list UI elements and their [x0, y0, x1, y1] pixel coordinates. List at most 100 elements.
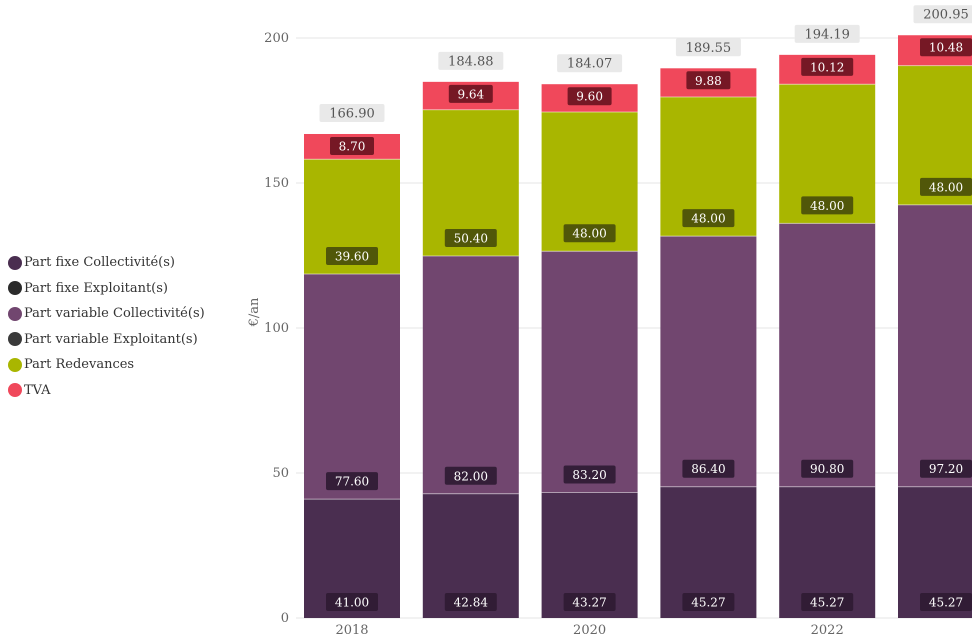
data-label: 9.88: [695, 74, 722, 88]
data-label-bg: [563, 465, 616, 484]
total-label: 166.90: [329, 106, 375, 121]
x-tick-label: 2018: [335, 623, 368, 636]
bar-stack: 42.84 82.00 50.40 9.64 184.88: [422, 51, 519, 618]
data-label-bg: [563, 224, 616, 243]
y-tick-label: 100: [264, 321, 289, 336]
total-label-bg: [319, 103, 385, 122]
data-label-bg: [682, 593, 735, 611]
total-label-bg: [675, 38, 741, 57]
bar-segment: [422, 255, 519, 494]
data-label-bg: [326, 472, 378, 491]
legend-swatch: [8, 281, 22, 296]
bar-segment: [660, 236, 757, 487]
data-label-bg: [330, 136, 374, 155]
total-label: 194.19: [804, 27, 850, 42]
data-label: 9.60: [576, 90, 603, 104]
bar-stack: 45.27 90.80 48.00 10.12 194.19: [779, 24, 876, 618]
y-tick-label: 0: [281, 611, 289, 626]
total-label-bg: [913, 5, 972, 24]
data-label-bg: [920, 593, 972, 611]
y-tick-label: 50: [272, 466, 289, 481]
data-label: 45.27: [810, 596, 844, 610]
data-label-bg: [682, 459, 735, 478]
data-label-bg: [801, 196, 854, 215]
data-label: 90.80: [810, 462, 844, 476]
bar-segment: [304, 274, 400, 500]
legend-label: Part fixe Collectivité(s): [24, 255, 175, 271]
legend-item[interactable]: Part fixe Collectivité(s): [8, 250, 205, 276]
bar-segment: [541, 251, 638, 493]
data-label-bg: [801, 593, 854, 611]
legend-swatch: [8, 383, 22, 398]
bars: 41.00 77.60 39.60 8.70 166.90 42.84 82.00 50.40…: [304, 5, 972, 618]
total-label: 189.55: [686, 41, 732, 56]
legend-swatch: [8, 357, 22, 372]
data-label-bg: [567, 87, 612, 106]
data-label-bg: [801, 459, 854, 478]
data-label: 10.48: [929, 41, 963, 55]
x-tick-label: 2022: [811, 623, 844, 636]
data-label-bg: [686, 71, 731, 90]
bar-stack: 41.00 77.60 39.60 8.70 166.90: [304, 103, 400, 618]
bar-segment: [779, 223, 876, 487]
data-label: 42.84: [454, 596, 489, 610]
data-label: 48.00: [572, 227, 606, 241]
data-label: 8.70: [339, 139, 366, 153]
data-label-bg: [563, 593, 616, 611]
data-label: 48.00: [810, 199, 844, 213]
data-label-bg: [326, 247, 378, 266]
legend-item[interactable]: Part variable Collectivité(s): [8, 301, 205, 327]
data-label-bg: [920, 177, 972, 196]
data-label-bg: [326, 593, 378, 611]
total-label: 184.07: [567, 57, 613, 72]
data-label-bg: [444, 593, 497, 611]
bar-stack: 45.27 97.20 48.00 10.48 200.95: [898, 5, 972, 618]
legend-swatch: [8, 306, 22, 321]
y-axis-ticks: 0 50 100 150 200: [264, 31, 289, 626]
total-label: 200.95: [923, 8, 969, 23]
data-label: 77.60: [335, 475, 369, 489]
legend-item[interactable]: TVA: [8, 378, 205, 404]
data-label: 48.00: [691, 212, 725, 226]
data-label: 50.40: [454, 231, 488, 245]
data-label-bg: [448, 84, 493, 103]
data-label: 97.20: [929, 462, 963, 476]
legend-item[interactable]: Part variable Exploitant(s): [8, 327, 205, 353]
data-label-bg: [920, 459, 972, 478]
total-label: 184.88: [448, 54, 494, 69]
data-label-bg: [801, 57, 854, 76]
x-tick-label: 2020: [573, 623, 606, 636]
legend-label: Part variable Collectivité(s): [24, 306, 205, 322]
data-label: 86.40: [691, 462, 725, 476]
data-label: 83.20: [572, 468, 606, 482]
data-label: 39.60: [335, 250, 369, 264]
legend-label: Part Redevances: [24, 357, 135, 373]
total-label-bg: [438, 51, 504, 70]
data-label-bg: [444, 466, 497, 485]
data-label: 45.27: [929, 596, 963, 610]
bar-stack: 43.27 83.20 48.00 9.60 184.07: [541, 54, 638, 618]
y-tick-label: 150: [264, 176, 289, 191]
data-label-bg: [920, 38, 972, 57]
data-label: 45.27: [691, 596, 725, 610]
y-axis-title: €/an: [247, 297, 262, 327]
legend-label: Part fixe Exploitant(s): [24, 280, 168, 296]
total-label-bg: [557, 54, 623, 73]
legend-swatch: [8, 255, 22, 270]
legend-item[interactable]: Part Redevances: [8, 352, 205, 378]
bar-segment: [898, 204, 972, 487]
total-label-bg: [794, 24, 860, 43]
chart-legend: Part fixe Collectivité(s) Part fixe Explo…: [8, 250, 205, 403]
data-label: 43.27: [572, 596, 606, 610]
data-label-bg: [444, 228, 497, 247]
legend-item[interactable]: Part fixe Exploitant(s): [8, 276, 205, 302]
data-label: 9.64: [457, 87, 484, 101]
legend-swatch: [8, 332, 22, 347]
legend-label: Part variable Exploitant(s): [24, 331, 198, 347]
data-label: 82.00: [454, 469, 488, 483]
legend-label: TVA: [24, 382, 51, 398]
data-label-bg: [682, 209, 735, 228]
y-tick-label: 200: [264, 31, 289, 46]
bar-stack: 45.27 86.40 48.00 9.88 189.55: [660, 38, 757, 618]
